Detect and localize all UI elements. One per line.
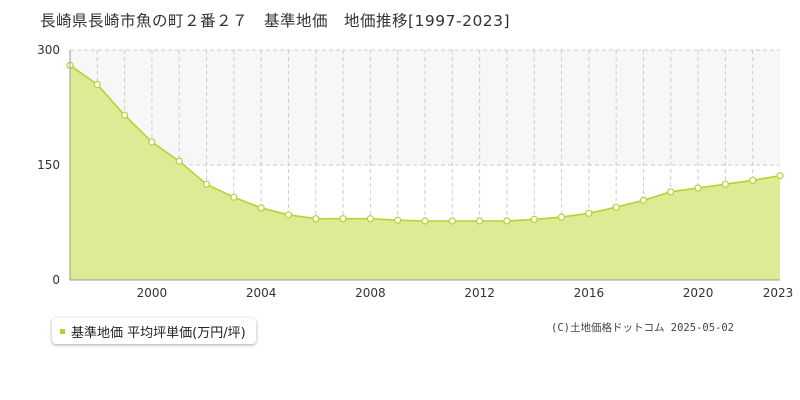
x-tick-label: 2008 xyxy=(355,286,386,300)
data-point xyxy=(93,80,101,89)
data-point xyxy=(148,138,156,146)
data-point xyxy=(721,180,729,188)
data-point xyxy=(230,193,238,201)
copyright-text: (C)土地価格ドットコム 2025-05-02 xyxy=(551,322,735,334)
x-tick-label: 2020 xyxy=(683,286,714,300)
data-point xyxy=(503,217,511,225)
data-point xyxy=(394,216,402,224)
legend: 基準地価 平均坪単価(万円/坪) xyxy=(52,318,256,344)
legend-label: 基準地価 平均坪単価(万円/坪) xyxy=(71,325,246,341)
x-tick-label: 2016 xyxy=(574,286,605,300)
series-markers xyxy=(66,61,784,225)
x-tick-label: 2023 xyxy=(763,286,794,300)
chart-title: 長崎県長崎市魚の町２番２７ 基準地価 地価推移[1997-2023] xyxy=(40,12,511,30)
horizontal-grid xyxy=(70,49,780,166)
data-point xyxy=(585,209,593,217)
x-tick-label: 2012 xyxy=(464,286,495,300)
data-point xyxy=(557,213,566,221)
data-point xyxy=(476,217,484,225)
data-point xyxy=(612,203,620,211)
data-point xyxy=(749,176,757,184)
y-tick-label: 0 xyxy=(52,273,60,287)
data-point xyxy=(175,157,183,165)
series-area xyxy=(70,65,780,280)
data-point xyxy=(202,180,211,188)
data-point xyxy=(421,217,429,225)
x-tick-label: 2004 xyxy=(246,286,277,300)
data-point xyxy=(339,215,347,223)
data-point xyxy=(667,188,675,196)
legend-swatch xyxy=(60,328,65,334)
data-point xyxy=(121,111,129,119)
data-point xyxy=(776,172,784,180)
y-tick-label: 150 xyxy=(37,158,60,172)
data-point xyxy=(366,215,374,223)
data-point xyxy=(694,184,702,192)
data-point xyxy=(284,211,293,219)
data-point xyxy=(448,217,456,225)
data-point xyxy=(312,215,320,223)
y-tick-label: 300 xyxy=(37,43,60,57)
data-point xyxy=(530,215,538,224)
data-point xyxy=(639,196,648,204)
data-point xyxy=(257,204,265,212)
x-tick-label: 2000 xyxy=(137,286,168,300)
